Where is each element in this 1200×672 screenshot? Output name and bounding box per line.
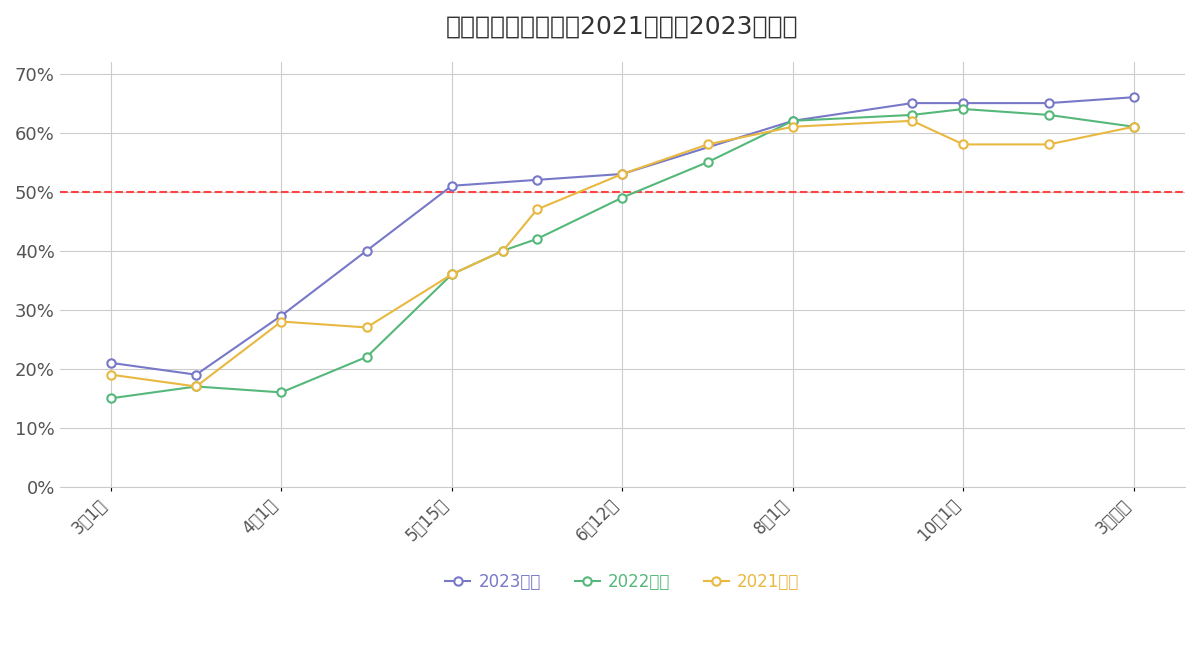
2022年卒: [905, 111, 919, 119]
2023年卒: [956, 99, 971, 107]
2023年卒: [103, 359, 118, 367]
2022年卒: [956, 105, 971, 113]
2022年卒: [188, 382, 203, 390]
2023年卒: [786, 117, 800, 125]
Title: 内定辞退率の推移（2021年卒〜2023年卒）: 内定辞退率の推移（2021年卒〜2023年卒）: [446, 15, 799, 39]
2023年卒: [360, 247, 374, 255]
Legend: 2023年卒, 2022年卒, 2021年卒: 2023年卒, 2022年卒, 2021年卒: [439, 566, 806, 597]
2023年卒: [188, 371, 203, 379]
2023年卒: [274, 312, 288, 320]
2021年卒: [445, 270, 460, 278]
2023年卒: [1042, 99, 1056, 107]
2023年卒: [530, 176, 545, 184]
2022年卒: [496, 247, 510, 255]
2021年卒: [188, 382, 203, 390]
2022年卒: [616, 194, 630, 202]
2022年卒: [786, 117, 800, 125]
2021年卒: [956, 140, 971, 149]
2023年卒: [1127, 93, 1141, 101]
2022年卒: [445, 270, 460, 278]
2022年卒: [701, 158, 715, 166]
Line: 2023年卒: 2023年卒: [107, 93, 1138, 379]
2021年卒: [360, 323, 374, 331]
2021年卒: [103, 371, 118, 379]
2021年卒: [786, 123, 800, 131]
2021年卒: [1042, 140, 1056, 149]
2022年卒: [360, 353, 374, 361]
2021年卒: [905, 117, 919, 125]
2022年卒: [1127, 123, 1141, 131]
2021年卒: [496, 247, 510, 255]
2023年卒: [616, 170, 630, 178]
Line: 2021年卒: 2021年卒: [107, 117, 1138, 390]
2021年卒: [274, 317, 288, 325]
2021年卒: [616, 170, 630, 178]
2021年卒: [1127, 123, 1141, 131]
2023年卒: [905, 99, 919, 107]
2021年卒: [530, 206, 545, 214]
2022年卒: [1042, 111, 1056, 119]
2022年卒: [103, 394, 118, 403]
2022年卒: [274, 388, 288, 396]
2022年卒: [530, 235, 545, 243]
2021年卒: [701, 140, 715, 149]
Line: 2022年卒: 2022年卒: [107, 105, 1138, 403]
2023年卒: [445, 181, 460, 190]
